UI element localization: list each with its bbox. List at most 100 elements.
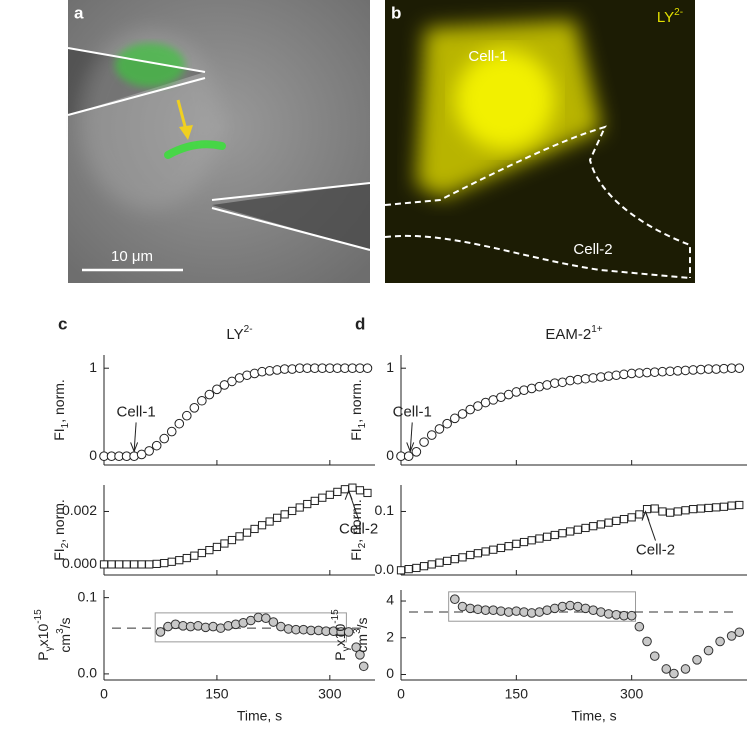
annotation: Cell-2 <box>339 521 378 538</box>
marker <box>318 493 327 502</box>
panel-letter: d <box>355 314 365 333</box>
marker <box>358 661 369 672</box>
marker <box>634 621 645 632</box>
marker <box>534 381 545 392</box>
marker <box>588 605 599 616</box>
marker <box>363 488 372 498</box>
marker <box>550 530 559 540</box>
x-tick-label: 0 <box>100 686 108 702</box>
marker <box>204 389 215 400</box>
panel-letter: a <box>74 3 84 22</box>
scale-bar-label: 10 μm <box>111 248 153 265</box>
label-part: FI <box>51 548 67 560</box>
label-part: /s <box>57 617 73 628</box>
y-tick-label: 4 <box>386 592 394 608</box>
y-tick-label: 0.002 <box>62 502 97 518</box>
marker <box>396 566 406 575</box>
marker <box>355 650 365 660</box>
label-part: 1 <box>357 422 368 428</box>
marker <box>182 410 192 421</box>
marker <box>519 537 529 547</box>
marker <box>404 565 413 574</box>
marker <box>355 486 365 495</box>
marker <box>242 528 252 537</box>
marker <box>303 499 312 509</box>
chart-title: LY2- <box>226 324 252 343</box>
label-part: /s <box>354 617 370 628</box>
marker <box>534 607 545 617</box>
marker <box>250 524 259 534</box>
marker <box>512 539 521 548</box>
marker <box>182 553 191 563</box>
label-part: -15 <box>33 609 44 624</box>
annotation-arrowhead <box>130 442 139 453</box>
marker <box>703 645 714 656</box>
marker <box>343 627 354 637</box>
marker <box>174 418 185 429</box>
marker <box>419 437 429 447</box>
marker <box>261 613 271 624</box>
marker <box>351 642 361 653</box>
marker <box>669 668 679 679</box>
marker <box>212 384 222 395</box>
marker <box>658 507 667 516</box>
label-part: γ <box>341 646 352 651</box>
marker <box>557 377 568 388</box>
label-part: cm <box>354 634 370 653</box>
marker <box>145 560 154 569</box>
marker <box>160 558 169 568</box>
marker <box>130 560 139 569</box>
marker <box>197 548 206 558</box>
cell-label: Cell-1 <box>468 48 507 65</box>
marker <box>542 380 552 390</box>
marker <box>137 560 146 569</box>
label-part: cm <box>57 634 73 653</box>
marker <box>466 550 475 560</box>
label-part: 2 <box>357 542 368 548</box>
chart-title: EAM-21+ <box>545 324 602 343</box>
marker <box>107 560 116 569</box>
y-tick-label: 0.000 <box>62 555 97 571</box>
y-tick-label: 1 <box>386 359 394 375</box>
marker <box>580 603 591 614</box>
x-tick-label: 300 <box>318 686 342 702</box>
marker <box>435 558 444 567</box>
label-part: FI <box>51 428 67 440</box>
image-b: Cell-1 Cell-2 LY2- b <box>384 0 695 283</box>
marker <box>727 501 736 510</box>
marker <box>619 515 629 524</box>
label-part: EAM-2 <box>545 326 591 343</box>
panel-letter: b <box>391 3 401 22</box>
marker <box>122 560 131 569</box>
marker <box>265 517 274 526</box>
y-axis-label: FI1, norm. <box>348 379 368 441</box>
marker <box>189 403 200 413</box>
marker <box>190 551 199 560</box>
marker <box>612 516 621 525</box>
marker <box>596 607 606 617</box>
marker <box>167 557 176 566</box>
marker <box>473 401 483 411</box>
marker <box>542 532 552 541</box>
marker <box>235 532 244 541</box>
label-part: 1+ <box>591 324 603 335</box>
marker <box>457 601 468 612</box>
marker <box>473 549 482 558</box>
marker <box>715 636 725 647</box>
marker <box>426 430 437 440</box>
y-tick-label: 0.0 <box>78 665 98 681</box>
marker <box>627 513 636 522</box>
label-part: FI <box>348 548 364 560</box>
marker <box>635 510 644 519</box>
label-part: 2 <box>60 542 71 548</box>
marker <box>450 555 459 564</box>
marker <box>465 404 476 415</box>
label-part: 1 <box>60 422 71 428</box>
marker <box>649 651 660 661</box>
marker <box>280 510 289 519</box>
annotation-arrowhead <box>344 489 353 500</box>
label-part: , norm. <box>51 499 67 543</box>
y-tick-label: 0 <box>89 447 97 463</box>
marker <box>434 424 445 434</box>
